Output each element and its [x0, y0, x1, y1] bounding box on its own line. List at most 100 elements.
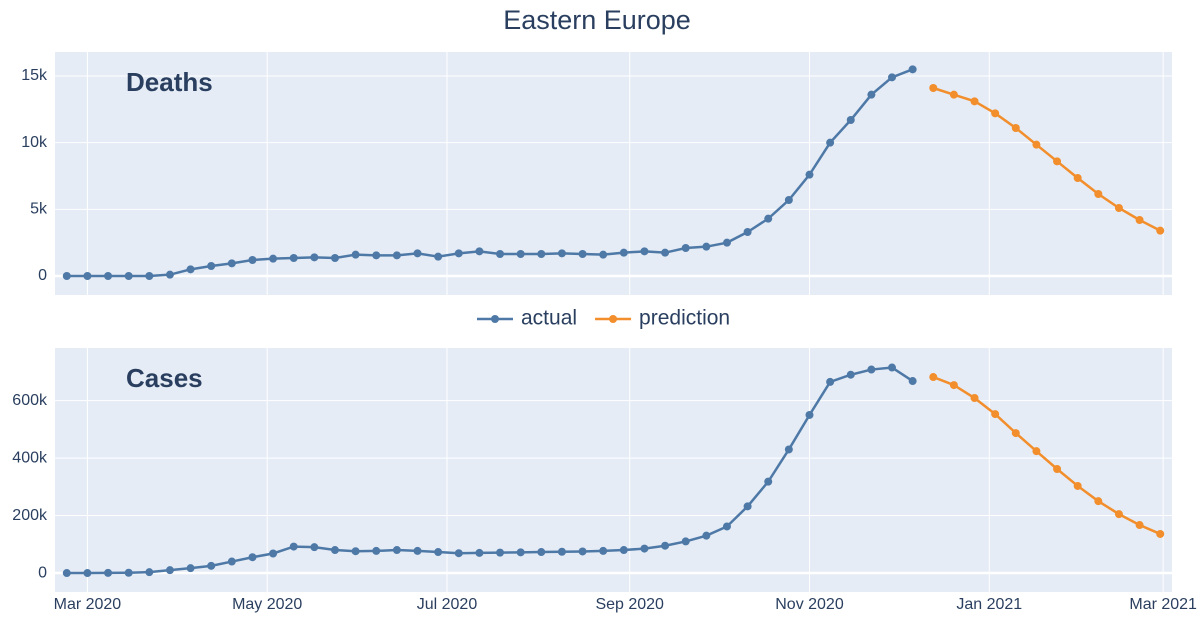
data-point [83, 569, 92, 578]
data-point [145, 568, 154, 577]
data-point [227, 557, 236, 566]
data-point [475, 548, 484, 557]
data-point [929, 373, 938, 382]
data-point [743, 228, 752, 236]
data-point [516, 250, 525, 258]
data-point [537, 548, 546, 557]
data-point [826, 377, 835, 386]
data-point [1135, 216, 1144, 224]
x-tick-label: Jul 2020 [417, 596, 478, 613]
data-point [1094, 190, 1103, 198]
data-point [434, 548, 443, 557]
data-point [104, 568, 113, 577]
data-point [991, 109, 1000, 118]
data-point [784, 445, 793, 454]
data-point [578, 547, 587, 556]
data-point [413, 249, 422, 258]
y-tick-label: 400k [12, 449, 48, 466]
data-point [970, 97, 979, 106]
data-point [269, 549, 278, 558]
chart-title: Eastern Europe [503, 5, 691, 35]
y-tick-label: 10k [21, 134, 48, 151]
data-point [475, 247, 484, 256]
data-point [702, 531, 711, 540]
data-point [1094, 497, 1103, 506]
data-point [661, 541, 670, 550]
data-point [1053, 464, 1062, 473]
data-point [1011, 124, 1020, 132]
data-point [1011, 429, 1020, 438]
data-point [165, 566, 174, 575]
x-tick-label: May 2020 [232, 596, 302, 613]
data-point [496, 548, 505, 557]
data-point [207, 262, 216, 270]
data-point [743, 502, 752, 511]
x-tick-label: Sep 2020 [595, 596, 664, 613]
data-point [537, 250, 546, 258]
data-point [557, 547, 566, 556]
data-point [434, 252, 443, 261]
data-point [846, 116, 855, 124]
data-point [908, 377, 917, 386]
data-point [289, 542, 298, 551]
data-point [1073, 481, 1082, 490]
data-point [227, 259, 236, 268]
y-tick-label: 600k [12, 392, 48, 409]
data-point [454, 249, 463, 258]
data-point [826, 138, 835, 147]
data-point [599, 546, 608, 555]
data-point [764, 214, 773, 223]
data-point [186, 564, 195, 573]
y-tick-label: 0 [38, 267, 47, 284]
data-point [846, 370, 855, 379]
data-point [186, 265, 195, 274]
data-point [372, 251, 381, 260]
data-point [454, 549, 463, 558]
data-point [908, 65, 917, 74]
data-point [722, 238, 731, 247]
x-tick-label: Mar 2021 [1129, 596, 1197, 613]
data-point [207, 561, 216, 570]
data-point [888, 73, 897, 82]
data-point [104, 272, 113, 280]
legend-label: actual [521, 307, 577, 330]
data-point [640, 544, 649, 553]
data-point [62, 569, 71, 578]
data-point [310, 543, 319, 552]
data-point [392, 546, 401, 555]
data-point [1053, 157, 1062, 166]
data-point [784, 196, 793, 204]
data-point [722, 522, 731, 531]
data-point [62, 272, 71, 280]
data-point [991, 410, 1000, 419]
data-point [1114, 510, 1123, 519]
data-point [681, 537, 690, 546]
data-point [351, 547, 360, 556]
data-point [867, 90, 876, 99]
data-point [557, 249, 566, 258]
data-point [289, 254, 298, 262]
data-point [124, 272, 133, 280]
data-point [496, 250, 505, 258]
data-point [330, 254, 339, 262]
x-tick-label: Nov 2020 [775, 596, 844, 613]
data-point [1073, 174, 1082, 182]
data-point [372, 546, 381, 555]
data-point [1156, 529, 1165, 538]
data-point [702, 242, 711, 251]
plot-area [55, 52, 1172, 295]
data-point [269, 254, 278, 263]
x-tick-label: Mar 2020 [54, 596, 122, 613]
data-point [145, 272, 154, 280]
data-point [1156, 226, 1165, 235]
x-tick-label: Jan 2021 [956, 596, 1022, 613]
legend-marker [491, 315, 499, 323]
data-point [248, 256, 257, 264]
data-point [124, 568, 133, 577]
data-point [330, 546, 339, 555]
y-tick-label: 5k [30, 201, 48, 218]
data-point [578, 250, 587, 258]
data-point [351, 250, 360, 259]
data-point [516, 548, 525, 557]
